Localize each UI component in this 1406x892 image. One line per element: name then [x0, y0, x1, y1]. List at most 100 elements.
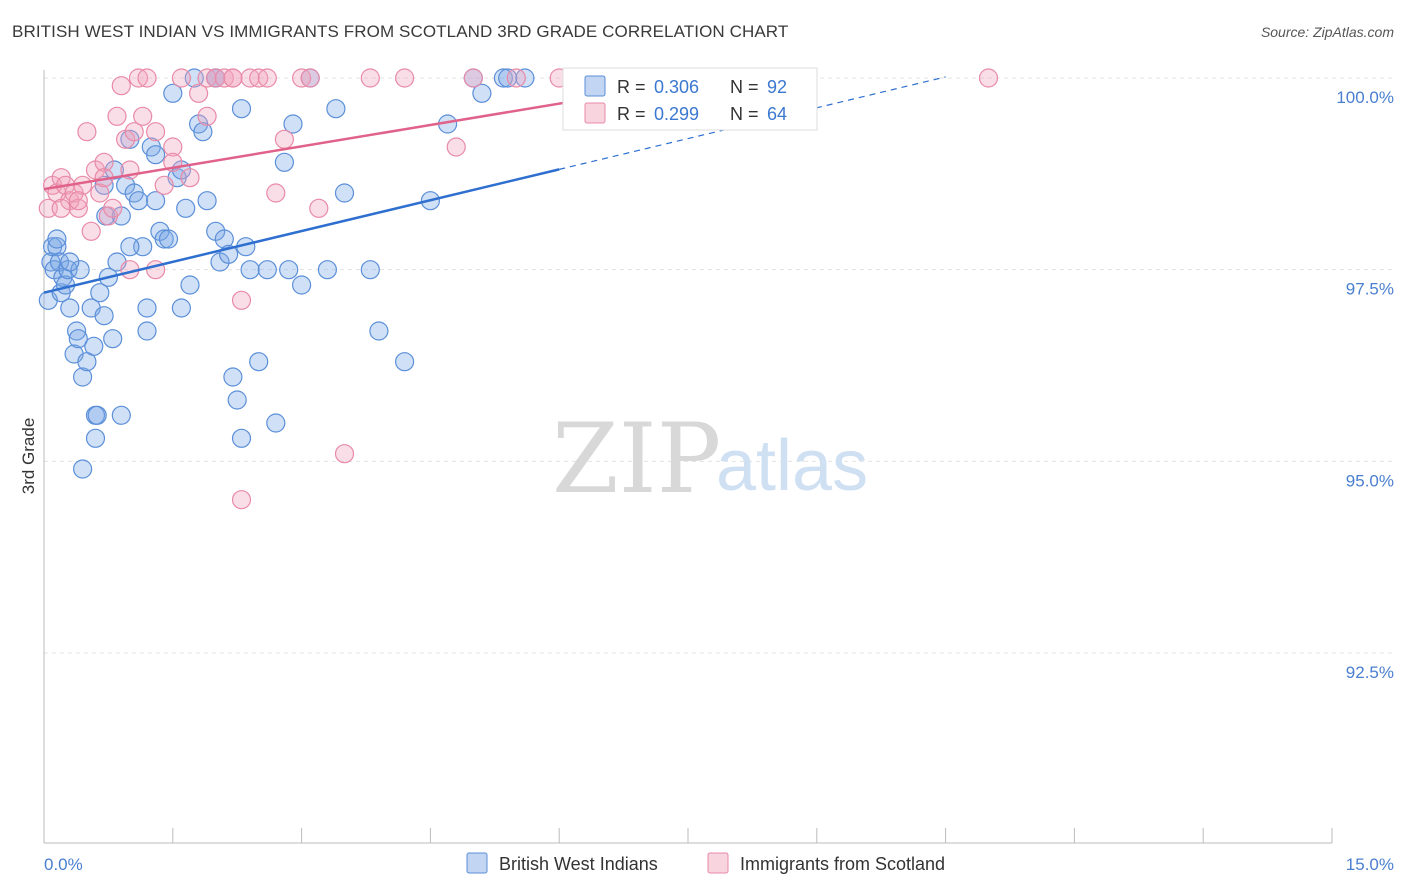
- point-immigrants-from-scotland: [395, 68, 415, 88]
- point-british-west-indians: [163, 83, 183, 103]
- point-british-west-indians: [68, 329, 88, 349]
- point-immigrants-from-scotland: [163, 137, 183, 157]
- point-british-west-indians: [146, 145, 166, 165]
- point-british-west-indians: [120, 237, 140, 257]
- point-british-west-indians: [94, 306, 114, 326]
- point-immigrants-from-scotland: [51, 198, 71, 218]
- point-british-west-indians: [231, 99, 252, 119]
- point-british-west-indians: [137, 321, 157, 341]
- point-immigrants-from-scotland: [137, 68, 157, 88]
- point-british-west-indians: [266, 413, 286, 433]
- point-british-west-indians: [111, 405, 131, 425]
- point-immigrants-from-scotland: [223, 68, 243, 88]
- point-british-west-indians: [283, 114, 303, 134]
- point-british-west-indians: [154, 229, 174, 249]
- point-immigrants-from-scotland: [111, 76, 131, 96]
- y-axis-label: 3rd Grade: [19, 418, 38, 495]
- stats-n-label-2: N =: [730, 104, 759, 124]
- watermark-zip: ZIP: [552, 403, 721, 515]
- stats-n-label-1: N =: [730, 77, 759, 97]
- trend-line-british-west-indians: [43, 168, 560, 294]
- stats-swatch-blue: [584, 75, 606, 97]
- y-tick-label: 92.5%: [1346, 663, 1394, 682]
- stats-swatch-pink: [584, 102, 606, 124]
- point-british-west-indians: [257, 260, 277, 280]
- point-immigrants-from-scotland: [506, 68, 526, 88]
- x-ticks: [43, 828, 1333, 843]
- point-british-west-indians: [274, 152, 294, 172]
- point-immigrants-from-scotland: [231, 290, 252, 310]
- watermark-atlas: atlas: [716, 426, 868, 506]
- point-immigrants-from-scotland: [107, 106, 127, 126]
- point-immigrants-from-scotland: [81, 221, 101, 241]
- point-british-west-indians: [84, 336, 104, 356]
- point-immigrants-from-scotland: [257, 68, 277, 88]
- point-british-west-indians: [60, 298, 80, 318]
- point-immigrants-from-scotland: [90, 183, 110, 203]
- point-british-west-indians: [171, 298, 191, 318]
- point-british-west-indians: [231, 428, 252, 448]
- point-immigrants-from-scotland: [189, 83, 209, 103]
- legend-label-immigrants-from-scotland: Immigrants from Scotland: [740, 854, 945, 874]
- point-british-west-indians: [395, 352, 415, 372]
- point-immigrants-from-scotland: [68, 198, 88, 218]
- point-british-west-indians: [146, 191, 166, 211]
- legend-swatch-immigrants-from-scotland: [707, 852, 729, 874]
- point-british-west-indians: [214, 229, 234, 249]
- point-immigrants-from-scotland: [180, 168, 200, 188]
- point-immigrants-from-scotland: [274, 129, 294, 149]
- legend-label-british-west-indians: British West Indians: [499, 854, 658, 874]
- legend-swatch-british-west-indians: [466, 852, 488, 874]
- point-immigrants-from-scotland: [360, 68, 380, 88]
- point-british-west-indians: [369, 321, 389, 341]
- point-british-west-indians: [90, 283, 110, 303]
- point-immigrants-from-scotland: [77, 122, 97, 142]
- point-british-west-indians: [176, 198, 196, 218]
- x-tick-label-min: 0.0%: [44, 855, 83, 874]
- point-british-west-indians: [137, 298, 157, 318]
- point-immigrants-from-scotland: [300, 68, 320, 88]
- point-immigrants-from-scotland: [133, 106, 153, 126]
- point-british-west-indians: [60, 252, 80, 272]
- point-british-west-indians: [72, 367, 93, 387]
- point-british-west-indians: [240, 260, 260, 280]
- point-immigrants-from-scotland: [94, 152, 114, 172]
- point-british-west-indians: [158, 229, 179, 249]
- point-british-west-indians: [180, 275, 200, 295]
- y-tick-label: 95.0%: [1346, 471, 1394, 490]
- point-british-west-indians: [223, 367, 243, 387]
- stats-r-value-2: 0.299: [654, 104, 699, 124]
- point-british-west-indians: [87, 405, 107, 425]
- stats-legend: R = 0.306 N = 92 R = 0.299 N = 64: [562, 67, 818, 131]
- point-british-west-indians: [334, 183, 355, 203]
- point-british-west-indians: [47, 229, 67, 249]
- stats-r-label-1: R =: [617, 77, 646, 97]
- point-british-west-indians: [103, 329, 123, 349]
- y-tick-label: 97.5%: [1346, 280, 1394, 299]
- point-british-west-indians: [249, 352, 269, 372]
- series-legend: British West Indians Immigrants from Sco…: [466, 852, 945, 874]
- point-british-west-indians: [360, 260, 380, 280]
- point-immigrants-from-scotland: [231, 490, 252, 510]
- point-british-west-indians: [66, 321, 87, 341]
- point-immigrants-from-scotland: [463, 68, 483, 88]
- point-british-west-indians: [128, 191, 149, 211]
- point-british-west-indians: [279, 260, 299, 280]
- point-immigrants-from-scotland: [309, 198, 329, 218]
- y-tick-label: 100.0%: [1336, 88, 1394, 107]
- stats-r-label-2: R =: [617, 104, 646, 124]
- point-british-west-indians: [317, 260, 337, 280]
- point-immigrants-from-scotland: [146, 122, 166, 142]
- y-tick-labels: 92.5% 95.0% 97.5% 100.0%: [1336, 88, 1394, 682]
- stats-n-value-1: 92: [767, 77, 787, 97]
- point-immigrants-from-scotland: [68, 191, 88, 211]
- point-british-west-indians: [72, 459, 93, 479]
- point-british-west-indians: [292, 275, 312, 295]
- point-immigrants-from-scotland: [103, 198, 123, 218]
- point-british-west-indians: [197, 191, 217, 211]
- x-tick-label-max: 15.0%: [1346, 855, 1394, 874]
- chart-title: BRITISH WEST INDIAN VS IMMIGRANTS FROM S…: [12, 22, 789, 41]
- point-british-west-indians: [70, 260, 90, 280]
- stats-r-value-1: 0.306: [654, 77, 699, 97]
